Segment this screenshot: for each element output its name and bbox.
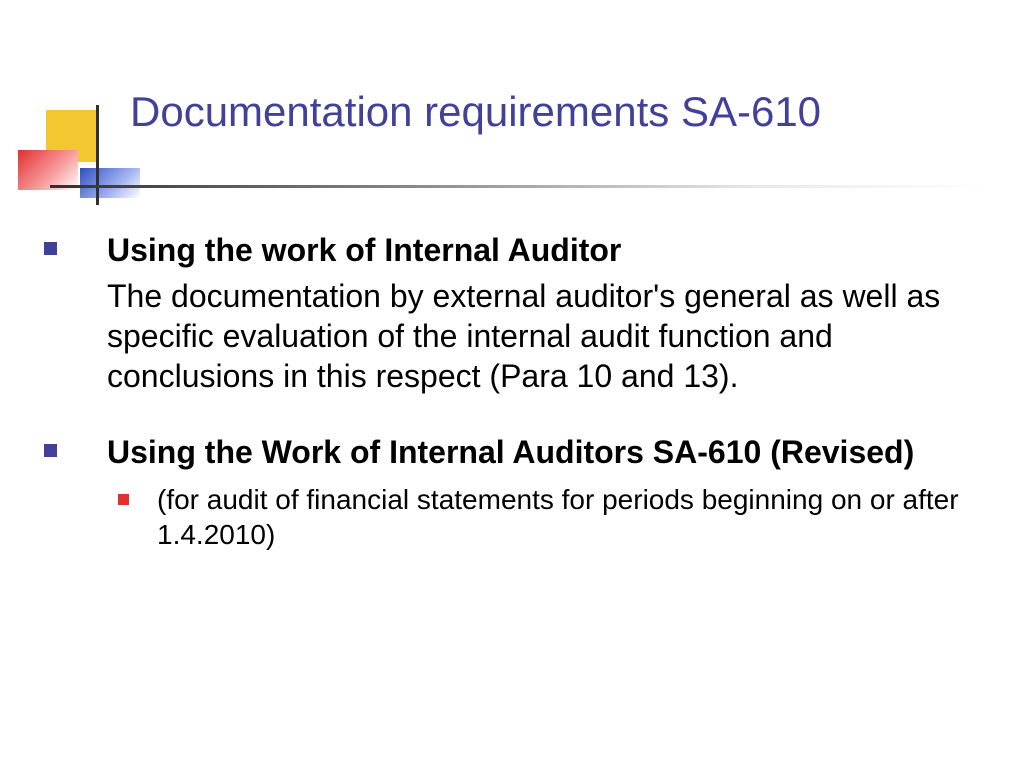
red-gradient-block: [18, 150, 78, 190]
square-bullet-icon: [44, 444, 57, 457]
item-heading: Using the Work of Internal Auditors SA-6…: [107, 432, 914, 472]
sub-item-text: (for audit of financial statements for p…: [157, 482, 984, 552]
square-sub-bullet-icon: [118, 494, 129, 505]
horizontal-divider: [50, 185, 990, 188]
bullet-item: Using the Work of Internal Auditors SA-6…: [44, 432, 984, 472]
sub-bullet-item: (for audit of financial statements for p…: [118, 482, 984, 552]
vertical-divider: [96, 105, 99, 205]
blue-gradient-block: [80, 168, 140, 198]
item-body: The documentation by external auditor's …: [107, 276, 984, 396]
square-bullet-icon: [44, 242, 57, 255]
bullet-item: Using the work of Internal Auditor: [44, 230, 984, 270]
slide-title: Documentation requirements SA-610: [130, 88, 821, 136]
item-heading: Using the work of Internal Auditor: [107, 230, 621, 270]
slide-content: Using the work of Internal Auditor The d…: [44, 230, 984, 552]
